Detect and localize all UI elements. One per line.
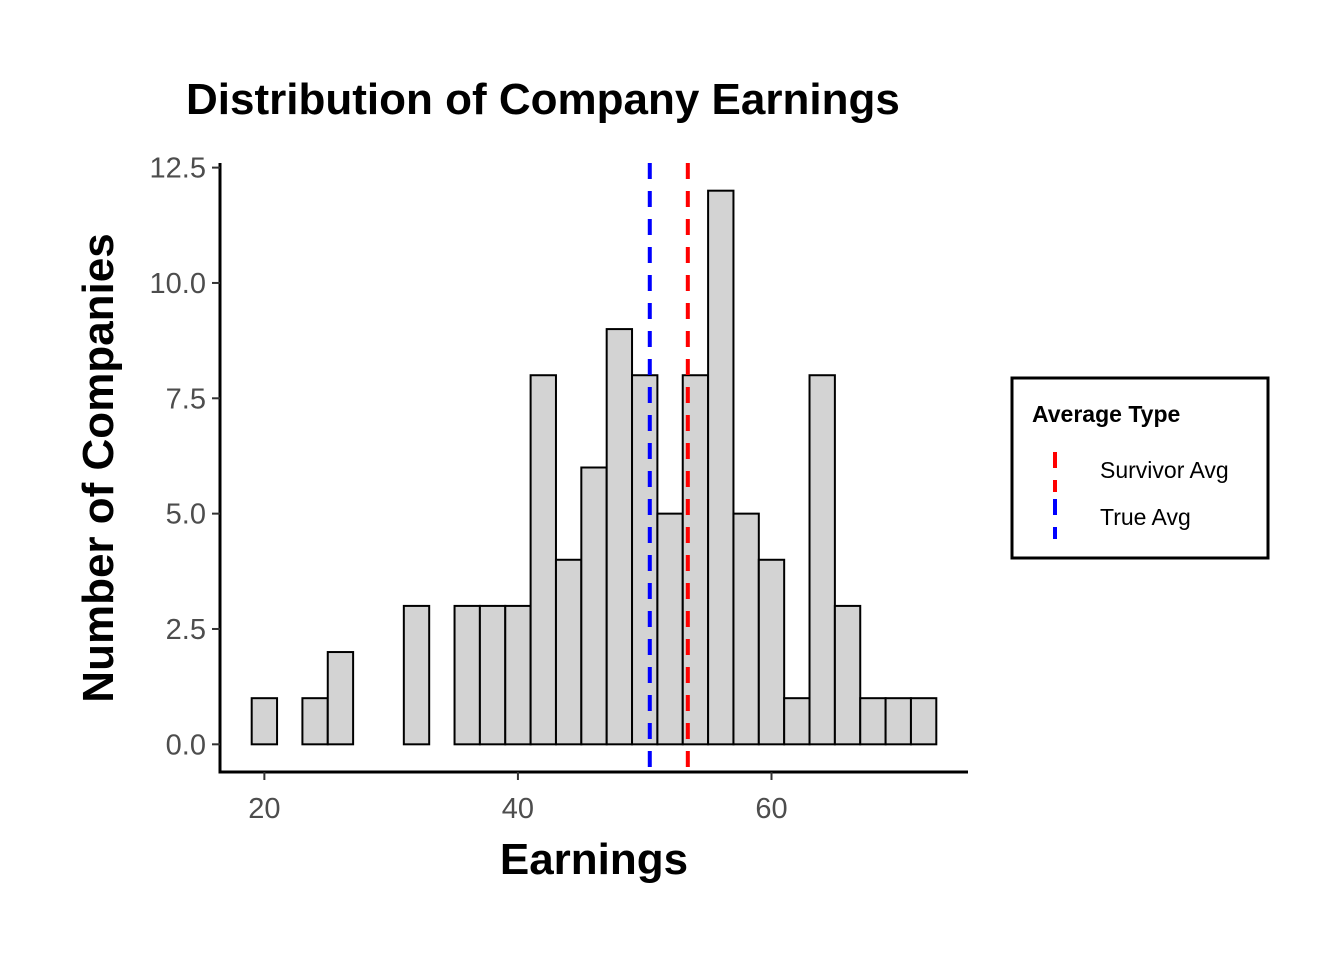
- histogram-bar: [453, 604, 481, 746]
- legend-label: True Avg: [1100, 504, 1191, 530]
- y-tick-label: 7.5: [166, 383, 206, 415]
- legend-items: Survivor Avg True Avg: [1053, 448, 1229, 539]
- histogram-bar: [554, 558, 583, 746]
- y-tick-label: 5.0: [166, 499, 206, 531]
- legend: Average Type Survivor Avg True Avg: [1010, 376, 1270, 560]
- histogram-bar: [656, 512, 684, 746]
- legend-label: Survivor Avg: [1100, 457, 1229, 483]
- histogram-bar: [326, 651, 355, 746]
- histogram-bar: [402, 604, 431, 746]
- histogram-bar: [504, 604, 532, 746]
- histogram-bar: [605, 328, 634, 746]
- x-tick-label: 40: [502, 793, 534, 825]
- average-lines: [647, 163, 690, 772]
- x-axis-title: Earnings: [500, 835, 688, 884]
- histogram-bar: [859, 697, 887, 746]
- y-tick-label: 0.0: [166, 729, 206, 761]
- histogram-bar: [631, 374, 659, 746]
- histogram-bar: [783, 697, 811, 746]
- y-tick-label: 10.0: [150, 268, 206, 300]
- chart-title: Distribution of Company Earnings: [186, 75, 900, 124]
- histogram-bar: [478, 604, 507, 746]
- histogram-bar: [250, 697, 279, 746]
- histogram-bar: [833, 604, 862, 746]
- histogram-bars: [250, 189, 938, 746]
- y-tick-label: 12.5: [150, 153, 206, 185]
- histogram-bar: [707, 189, 735, 746]
- histogram-bar: [580, 466, 608, 746]
- histogram-bar: [529, 374, 557, 746]
- histogram-bar: [808, 374, 836, 746]
- x-tick-label: 60: [755, 793, 787, 825]
- y-tick-label: 2.5: [166, 614, 206, 646]
- histogram-bar: [884, 697, 912, 746]
- y-axis-ticks: 0.0 2.5 5.0 7.5 10.0 12.5: [150, 153, 220, 761]
- y-axis-title: Number of Companies: [74, 233, 123, 702]
- histogram-bar: [757, 558, 786, 746]
- histogram-bar: [909, 697, 938, 746]
- histogram-bar: [301, 697, 329, 746]
- x-axis-ticks: 20 40 60: [248, 772, 788, 825]
- x-tick-label: 20: [248, 793, 280, 825]
- legend-title: Average Type: [1032, 401, 1180, 427]
- histogram-bar: [732, 512, 760, 746]
